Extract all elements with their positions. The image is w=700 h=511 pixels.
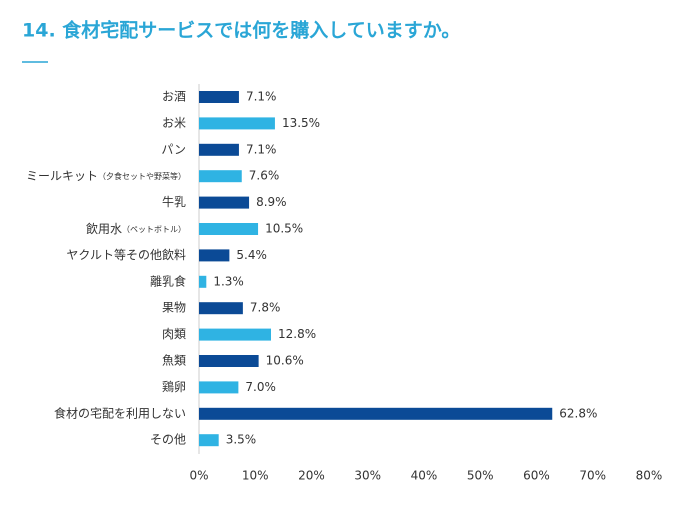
bar xyxy=(199,434,219,447)
value-label: 10.5% xyxy=(265,222,303,236)
y-tick-label: 果物 xyxy=(162,301,186,315)
x-tick-label: 80% xyxy=(636,469,663,483)
value-label: 13.5% xyxy=(282,116,320,130)
value-label: 5.4% xyxy=(236,248,267,262)
y-tick-label: お酒 xyxy=(162,90,186,104)
x-tick-label: 10% xyxy=(242,469,269,483)
value-label: 7.0% xyxy=(245,380,276,394)
chart-title: 14. 食材宅配サービスでは何を購入していますか。 xyxy=(22,19,460,42)
bar xyxy=(199,223,259,235)
value-label: 7.8% xyxy=(250,301,281,315)
y-tick-label: 離乳食 xyxy=(150,273,186,288)
bar xyxy=(199,407,553,420)
y-tick-label: 食材の宅配を利用しない xyxy=(54,405,186,420)
y-tick-label: 鶏卵 xyxy=(162,380,186,394)
value-label: 1.3% xyxy=(213,274,244,288)
value-label: 8.9% xyxy=(256,195,287,209)
value-label: 62.8% xyxy=(559,406,597,420)
value-label: 3.5% xyxy=(226,433,257,447)
bar xyxy=(199,117,275,130)
x-tick-label: 40% xyxy=(411,469,438,483)
y-tick-label: 肉類 xyxy=(162,327,186,341)
y-tick-label: お米 xyxy=(162,116,186,130)
y-tick-label: 牛乳 xyxy=(162,194,186,209)
x-tick-label: 0% xyxy=(189,469,208,483)
x-tick-label: 70% xyxy=(579,469,606,483)
bar xyxy=(199,143,239,156)
bar xyxy=(199,355,259,367)
y-tick-label: ヤクルト等その他飲料 xyxy=(66,247,186,262)
x-tick-label: 30% xyxy=(354,469,381,483)
x-tick-label: 60% xyxy=(523,469,550,483)
x-tick-label: 20% xyxy=(298,469,325,483)
y-tick-label: ミールキット（夕食セットや野菜等） xyxy=(26,169,186,183)
bar xyxy=(199,328,271,341)
bar xyxy=(199,302,243,315)
value-label: 10.6% xyxy=(266,354,304,368)
y-tick-label: その他 xyxy=(150,433,186,447)
value-label: 7.1% xyxy=(246,90,277,104)
value-label: 12.8% xyxy=(278,327,316,341)
value-label: 7.1% xyxy=(246,142,277,156)
x-tick-label: 50% xyxy=(467,469,494,483)
y-tick-label: 魚類 xyxy=(162,354,186,368)
bar xyxy=(199,196,250,209)
bar xyxy=(199,381,239,394)
y-tick-label: 飲用水（ペットボトル） xyxy=(86,221,186,236)
bar xyxy=(199,170,242,183)
bar xyxy=(199,91,239,103)
y-tick-label: パン xyxy=(161,142,186,156)
value-label: 7.6% xyxy=(249,169,280,183)
bar xyxy=(199,249,230,262)
bar xyxy=(199,275,207,288)
